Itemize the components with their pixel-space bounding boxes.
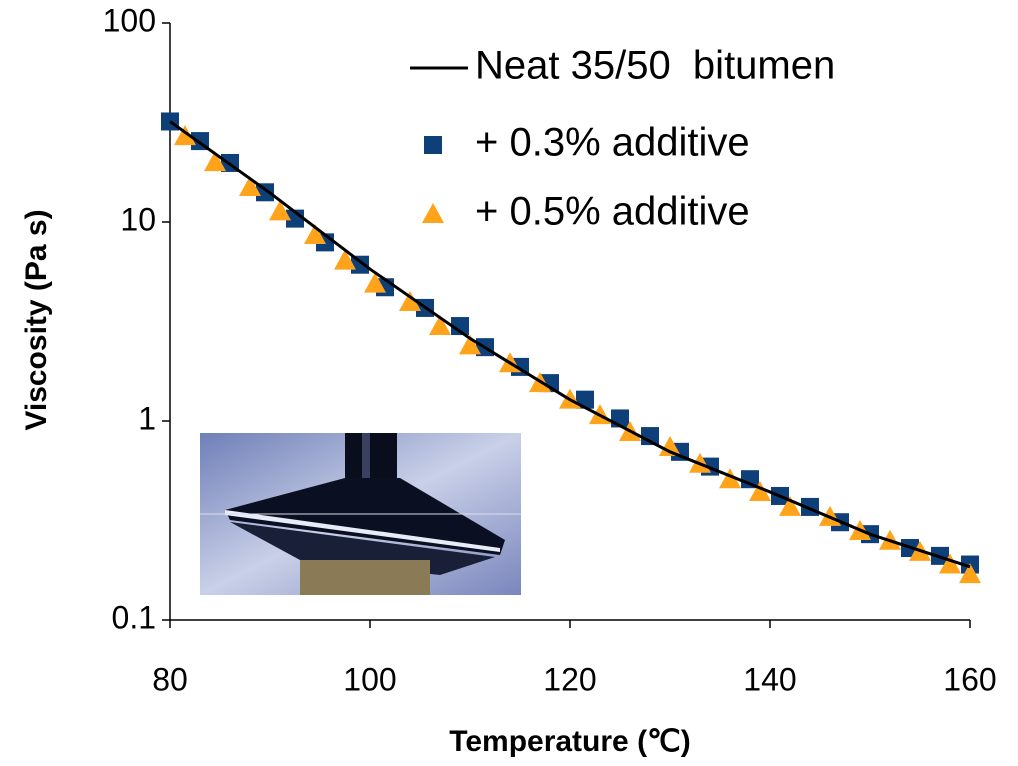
triangle-marker — [334, 249, 356, 270]
legend-label: + 0.3% additive — [475, 121, 750, 165]
series-line — [169, 120, 971, 569]
triangle-marker — [269, 200, 291, 221]
x-tick-label: 140 — [743, 661, 796, 697]
y-tick-label: 0.1 — [112, 599, 156, 635]
x-tick-label: 80 — [152, 661, 188, 697]
triangle-marker — [239, 175, 261, 196]
legend-label: + 0.5% additive — [475, 190, 750, 234]
triangle-marker — [429, 315, 451, 336]
y-tick-label: 1 — [138, 400, 156, 436]
triangle-marker — [959, 563, 981, 584]
triangle-marker — [204, 151, 226, 172]
legend-label: Neat 35/50 bitumen — [475, 44, 835, 88]
triangle-marker — [459, 334, 481, 355]
y-axis-title: Viscosity (Pa s) — [20, 209, 53, 430]
triangle-marker — [939, 553, 961, 574]
legend-square — [424, 136, 442, 154]
triangle-marker — [749, 480, 771, 501]
x-tick-label: 100 — [343, 661, 396, 697]
x-tick-label: 120 — [543, 661, 596, 697]
legend-triangle — [422, 203, 444, 223]
triangle-marker — [719, 468, 741, 489]
triangle-marker — [304, 224, 326, 245]
x-axis-title: Temperature (℃) — [449, 725, 691, 758]
triangle-marker — [399, 291, 421, 312]
inset-photo — [200, 433, 521, 595]
triangle-marker — [174, 125, 196, 146]
y-tick-label: 100 — [103, 2, 156, 38]
x-tick-label: 160 — [943, 661, 996, 697]
triangle-marker — [364, 272, 386, 293]
y-tick-label: 10 — [120, 201, 156, 237]
square-marker — [451, 317, 469, 336]
triangle-marker — [659, 436, 681, 457]
triangle-marker — [779, 495, 801, 516]
